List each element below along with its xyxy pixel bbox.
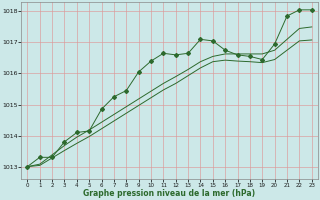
X-axis label: Graphe pression niveau de la mer (hPa): Graphe pression niveau de la mer (hPa) — [84, 189, 256, 198]
